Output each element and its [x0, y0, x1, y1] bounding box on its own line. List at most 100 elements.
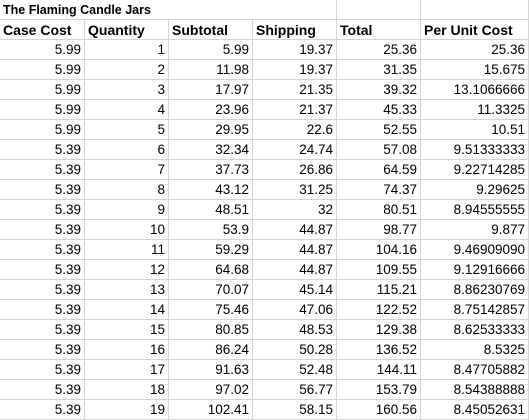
cell-per-unit-cost[interactable]: 15.675	[421, 60, 529, 80]
cell-shipping[interactable]: 50.28	[253, 340, 337, 360]
cell-per-unit-cost[interactable]: 8.47705882	[421, 360, 529, 380]
cell-total[interactable]: 31.35	[337, 60, 421, 80]
cell-shipping[interactable]: 19.37	[253, 60, 337, 80]
cell-per-unit-cost[interactable]: 10.51	[421, 120, 529, 140]
cell-subtotal[interactable]: 17.97	[169, 80, 253, 100]
cell-shipping[interactable]: 21.35	[253, 80, 337, 100]
cell-quantity[interactable]: 2	[85, 60, 169, 80]
cell-per-unit-cost[interactable]: 11.3325	[421, 100, 529, 120]
header-subtotal[interactable]: Subtotal	[169, 20, 253, 40]
cell-quantity[interactable]: 4	[85, 100, 169, 120]
cell-total[interactable]: 45.33	[337, 100, 421, 120]
cell-case-cost[interactable]: 5.39	[0, 320, 85, 340]
cell-subtotal[interactable]: 23.96	[169, 100, 253, 120]
cell-per-unit-cost[interactable]: 8.45052631	[421, 400, 529, 420]
cell-total[interactable]: 64.59	[337, 160, 421, 180]
cell-shipping[interactable]: 31.25	[253, 180, 337, 200]
cell-quantity[interactable]: 12	[85, 260, 169, 280]
cell-shipping[interactable]: 47.06	[253, 300, 337, 320]
cell-subtotal[interactable]: 64.68	[169, 260, 253, 280]
cell-total[interactable]: 57.08	[337, 140, 421, 160]
cell-subtotal[interactable]: 59.29	[169, 240, 253, 260]
cell-shipping[interactable]: 44.87	[253, 240, 337, 260]
cell-case-cost[interactable]: 5.99	[0, 80, 85, 100]
cell-total[interactable]: 74.37	[337, 180, 421, 200]
cell-case-cost[interactable]: 5.39	[0, 140, 85, 160]
cell-total[interactable]: 25.36	[337, 40, 421, 60]
cell-subtotal[interactable]: 102.41	[169, 400, 253, 420]
cell-quantity[interactable]: 3	[85, 80, 169, 100]
cell-shipping[interactable]: 32	[253, 200, 337, 220]
cell-per-unit-cost[interactable]: 8.86230769	[421, 280, 529, 300]
cell-total[interactable]: 160.56	[337, 400, 421, 420]
cell-total[interactable]: 153.79	[337, 380, 421, 400]
cell-subtotal[interactable]: 75.46	[169, 300, 253, 320]
cell-total[interactable]: 52.55	[337, 120, 421, 140]
cell-quantity[interactable]: 11	[85, 240, 169, 260]
cell-quantity[interactable]: 1	[85, 40, 169, 60]
cell-total[interactable]: 122.52	[337, 300, 421, 320]
cell-per-unit-cost[interactable]: 9.51333333	[421, 140, 529, 160]
cell-case-cost[interactable]: 5.39	[0, 260, 85, 280]
cell-subtotal[interactable]: 37.73	[169, 160, 253, 180]
cell-quantity[interactable]: 18	[85, 380, 169, 400]
cell-case-cost[interactable]: 5.39	[0, 360, 85, 380]
cell-shipping[interactable]: 21.37	[253, 100, 337, 120]
cell-shipping[interactable]: 48.53	[253, 320, 337, 340]
cell-shipping[interactable]: 44.87	[253, 220, 337, 240]
cell-subtotal[interactable]: 80.85	[169, 320, 253, 340]
cell-per-unit-cost[interactable]: 9.22714285	[421, 160, 529, 180]
cell-total[interactable]: 129.38	[337, 320, 421, 340]
cell-case-cost[interactable]: 5.39	[0, 220, 85, 240]
cell-shipping[interactable]: 58.15	[253, 400, 337, 420]
cell-subtotal[interactable]: 5.99	[169, 40, 253, 60]
cell-case-cost[interactable]: 5.39	[0, 380, 85, 400]
cell-quantity[interactable]: 8	[85, 180, 169, 200]
cell-case-cost[interactable]: 5.39	[0, 340, 85, 360]
empty-cell[interactable]	[253, 0, 337, 20]
cell-case-cost[interactable]: 5.99	[0, 120, 85, 140]
cell-subtotal[interactable]: 70.07	[169, 280, 253, 300]
cell-subtotal[interactable]: 48.51	[169, 200, 253, 220]
header-shipping[interactable]: Shipping	[253, 20, 337, 40]
cell-shipping[interactable]: 44.87	[253, 260, 337, 280]
cell-subtotal[interactable]: 43.12	[169, 180, 253, 200]
cell-per-unit-cost[interactable]: 8.54388888	[421, 380, 529, 400]
cell-shipping[interactable]: 45.14	[253, 280, 337, 300]
cell-case-cost[interactable]: 5.39	[0, 400, 85, 420]
header-case-cost[interactable]: Case Cost	[0, 20, 85, 40]
cell-per-unit-cost[interactable]: 9.12916666	[421, 260, 529, 280]
cell-total[interactable]: 144.11	[337, 360, 421, 380]
cell-case-cost[interactable]: 5.39	[0, 180, 85, 200]
cell-case-cost[interactable]: 5.99	[0, 40, 85, 60]
cell-per-unit-cost[interactable]: 13.1066666	[421, 80, 529, 100]
cell-shipping[interactable]: 26.86	[253, 160, 337, 180]
sheet-title-cell[interactable]: The Flaming Candle Jars	[0, 0, 253, 20]
cell-subtotal[interactable]: 86.24	[169, 340, 253, 360]
cell-case-cost[interactable]: 5.39	[0, 300, 85, 320]
cell-case-cost[interactable]: 5.39	[0, 280, 85, 300]
cell-quantity[interactable]: 17	[85, 360, 169, 380]
cell-shipping[interactable]: 19.37	[253, 40, 337, 60]
cell-quantity[interactable]: 5	[85, 120, 169, 140]
cell-quantity[interactable]: 16	[85, 340, 169, 360]
cell-per-unit-cost[interactable]: 9.46909090	[421, 240, 529, 260]
cell-case-cost[interactable]: 5.39	[0, 160, 85, 180]
cell-total[interactable]: 109.55	[337, 260, 421, 280]
cell-per-unit-cost[interactable]: 8.75142857	[421, 300, 529, 320]
cell-total[interactable]: 98.77	[337, 220, 421, 240]
cell-quantity[interactable]: 15	[85, 320, 169, 340]
cell-shipping[interactable]: 52.48	[253, 360, 337, 380]
cell-quantity[interactable]: 9	[85, 200, 169, 220]
cell-case-cost[interactable]: 5.99	[0, 60, 85, 80]
cell-quantity[interactable]: 10	[85, 220, 169, 240]
cell-per-unit-cost[interactable]: 8.5325	[421, 340, 529, 360]
cell-subtotal[interactable]: 29.95	[169, 120, 253, 140]
empty-cell[interactable]	[337, 0, 421, 20]
cell-per-unit-cost[interactable]: 25.36	[421, 40, 529, 60]
cell-subtotal[interactable]: 11.98	[169, 60, 253, 80]
cell-subtotal[interactable]: 32.34	[169, 140, 253, 160]
cell-case-cost[interactable]: 5.39	[0, 200, 85, 220]
cell-subtotal[interactable]: 91.63	[169, 360, 253, 380]
cell-shipping[interactable]: 56.77	[253, 380, 337, 400]
